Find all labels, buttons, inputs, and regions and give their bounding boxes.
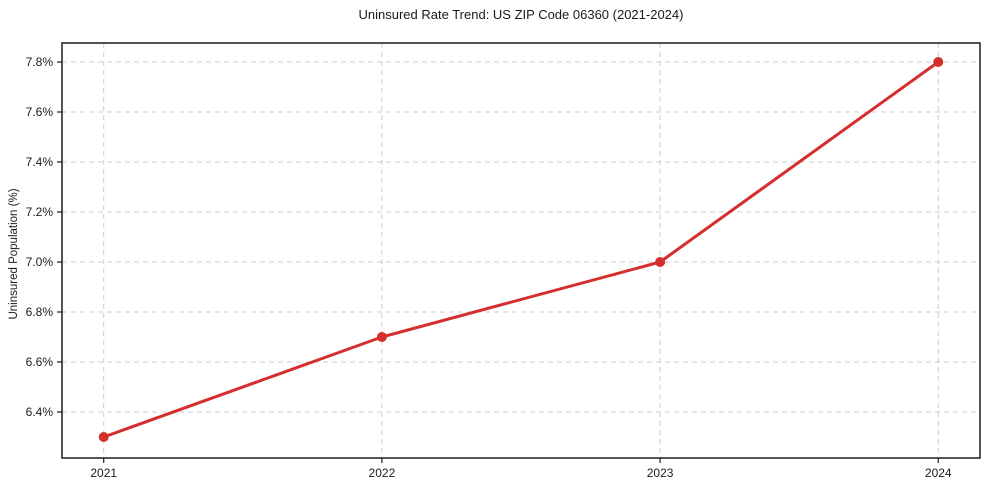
x-tick-label: 2024	[925, 466, 952, 480]
x-tick-label: 2022	[369, 466, 396, 480]
x-tick-label: 2021	[90, 466, 117, 480]
y-tick-label: 7.2%	[26, 205, 54, 219]
y-tick-label: 7.6%	[26, 105, 54, 119]
y-tick-label: 7.4%	[26, 155, 54, 169]
y-tick-label: 7.0%	[26, 255, 54, 269]
data-point-marker	[98, 432, 109, 442]
data-line	[102, 60, 940, 439]
y-axis-label-text: Uninsured Population (%)	[8, 188, 20, 320]
y-tick-label: 7.8%	[26, 55, 54, 69]
y-tick-label: 6.4%	[26, 405, 54, 419]
chart-title: Uninsured Rate Trend: US ZIP Code 06360 …	[358, 7, 684, 22]
data-point-marker	[376, 332, 387, 342]
data-point-marker	[933, 57, 944, 67]
plot-border	[61, 42, 981, 459]
y-tick-label: 6.8%	[26, 305, 54, 319]
data-point-marker	[655, 257, 666, 267]
x-tick-label: 2023	[647, 466, 674, 480]
y-tick-label: 6.6%	[26, 355, 54, 369]
